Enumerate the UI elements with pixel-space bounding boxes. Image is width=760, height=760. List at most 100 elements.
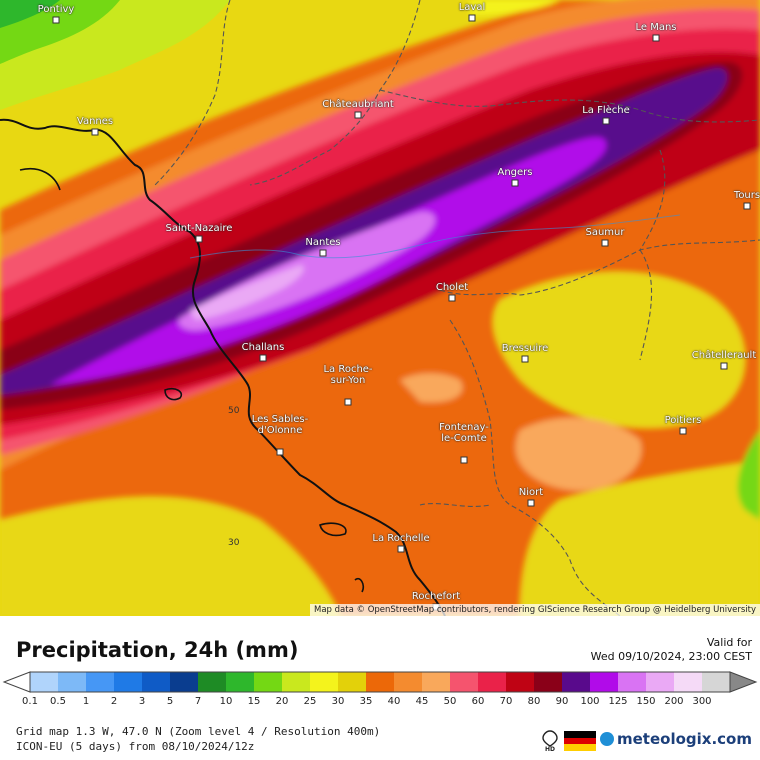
city-marker[interactable]	[448, 294, 456, 302]
map-title: Precipitation, 24h (mm)	[16, 638, 299, 662]
scale-tick-label: 20	[275, 696, 289, 707]
city-marker[interactable]	[52, 16, 60, 24]
precipitation-field	[0, 0, 760, 616]
scale-tick-label: 30	[331, 696, 345, 707]
germany-flag-icon	[564, 731, 596, 751]
scale-swatch	[394, 672, 422, 692]
scale-swatch	[282, 672, 310, 692]
scale-swatch	[114, 672, 142, 692]
city-marker[interactable]	[652, 34, 660, 42]
city-marker[interactable]	[468, 14, 476, 22]
brand-logo[interactable]: HD meteologix.com	[540, 728, 755, 754]
city-label: Niort	[518, 487, 544, 498]
city-marker[interactable]	[259, 354, 267, 362]
city-label: La Flèche	[582, 105, 630, 116]
scale-tick-label: 15	[247, 696, 261, 707]
city-label: Cholet	[435, 282, 469, 293]
city-label: Vannes	[76, 116, 114, 127]
scale-swatch	[674, 672, 702, 692]
scale-tick-label: 0.5	[50, 696, 66, 707]
city-marker[interactable]	[527, 499, 535, 507]
scale-tick-label: 5	[166, 696, 174, 707]
city-label: Fontenay- le-Comte	[439, 422, 489, 444]
scale-swatch	[646, 672, 674, 692]
scale-tick-label: 7	[194, 696, 202, 707]
city-label: Rochefort	[411, 591, 461, 602]
scale-tick-label: 80	[527, 696, 541, 707]
scale-swatch	[618, 672, 646, 692]
scale-swatch	[142, 672, 170, 692]
city-marker[interactable]	[679, 427, 687, 435]
scale-tick-label: 50	[443, 696, 457, 707]
city-label: Poitiers	[664, 415, 702, 426]
scale-tick-label: 25	[303, 696, 317, 707]
city-marker[interactable]	[602, 117, 610, 125]
legend-panel: Precipitation, 24h (mm) Valid for Wed 09…	[0, 616, 760, 760]
precipitation-map[interactable]: Pontivy Laval Le Mans Vannes Châteaubriant La…	[0, 0, 760, 616]
city-marker[interactable]	[319, 249, 327, 257]
city-marker[interactable]	[511, 179, 519, 187]
hd-label: HD	[545, 746, 555, 752]
city-label: Saint-Nazaire	[165, 223, 233, 234]
map-attribution[interactable]: Map data © OpenStreetMap contributors, r…	[310, 604, 760, 616]
city-label: Le Mans	[635, 22, 677, 33]
color-scale-ticks: 0.1 0.5 1 2 3 5 7 10 15 20 25 30 35 40 45 50 60 70 80 90 100…	[0, 696, 760, 710]
city-marker[interactable]	[91, 128, 99, 136]
city-label: Challans	[241, 342, 285, 353]
city-label: La Rochelle	[372, 533, 430, 544]
meteologix-logo-icon	[600, 732, 614, 746]
scale-frame	[29, 671, 731, 693]
scale-swatch	[170, 672, 198, 692]
city-label: Les Sables- d'Olonne	[251, 414, 309, 436]
city-marker[interactable]	[460, 456, 468, 464]
city-marker[interactable]	[397, 545, 405, 553]
scale-swatch	[422, 672, 450, 692]
scale-swatch	[30, 672, 58, 692]
scale-tick-label: 35	[359, 696, 373, 707]
city-label: Châteaubriant	[322, 99, 394, 110]
scale-swatch	[450, 672, 478, 692]
city-marker[interactable]	[344, 398, 352, 406]
scale-max-arrow	[729, 671, 758, 693]
scale-tick-label: 125	[608, 696, 628, 707]
scale-swatch	[310, 672, 338, 692]
scale-tick-label: 0.1	[22, 696, 38, 707]
scale-swatch	[226, 672, 254, 692]
scale-tick-label: 10	[219, 696, 233, 707]
brand-name: meteologix.com	[600, 730, 752, 748]
city-marker[interactable]	[521, 355, 529, 363]
city-marker[interactable]	[743, 202, 751, 210]
isoline-label: 30	[228, 538, 240, 548]
scale-swatch	[478, 672, 506, 692]
scale-swatch	[198, 672, 226, 692]
city-label: Bressuire	[501, 343, 549, 354]
scale-tick-label: 2	[110, 696, 118, 707]
scale-tick-label: 200	[664, 696, 684, 707]
city-marker[interactable]	[601, 239, 609, 247]
scale-swatch	[562, 672, 590, 692]
city-label: Châtellerault	[691, 350, 757, 361]
scale-tick-label: 3	[138, 696, 146, 707]
scale-swatch	[534, 672, 562, 692]
scale-swatch	[506, 672, 534, 692]
hd-icon: HD	[542, 730, 558, 752]
model-info: ICON-EU (5 days) from 08/10/2024/12z	[16, 740, 255, 753]
city-marker[interactable]	[195, 235, 203, 243]
grid-info: Grid map 1.3 W, 47.0 N (Zoom level 4 / R…	[16, 725, 381, 738]
scale-swatch	[86, 672, 114, 692]
city-label: Pontivy	[37, 4, 75, 15]
isoline-label: 50	[228, 406, 240, 416]
city-label: Angers	[497, 167, 533, 178]
scale-swatch	[254, 672, 282, 692]
city-marker[interactable]	[354, 111, 362, 119]
valid-time: Wed 09/10/2024, 23:00 CEST	[590, 650, 752, 663]
city-marker[interactable]	[720, 362, 728, 370]
city-marker[interactable]	[276, 448, 284, 456]
scale-tick-label: 70	[499, 696, 513, 707]
scale-swatch	[590, 672, 618, 692]
scale-tick-label: 150	[636, 696, 656, 707]
valid-label: Valid for	[706, 636, 752, 649]
city-label: Saumur	[585, 227, 625, 238]
scale-tick-label: 300	[692, 696, 712, 707]
scale-tick-label: 100	[580, 696, 600, 707]
